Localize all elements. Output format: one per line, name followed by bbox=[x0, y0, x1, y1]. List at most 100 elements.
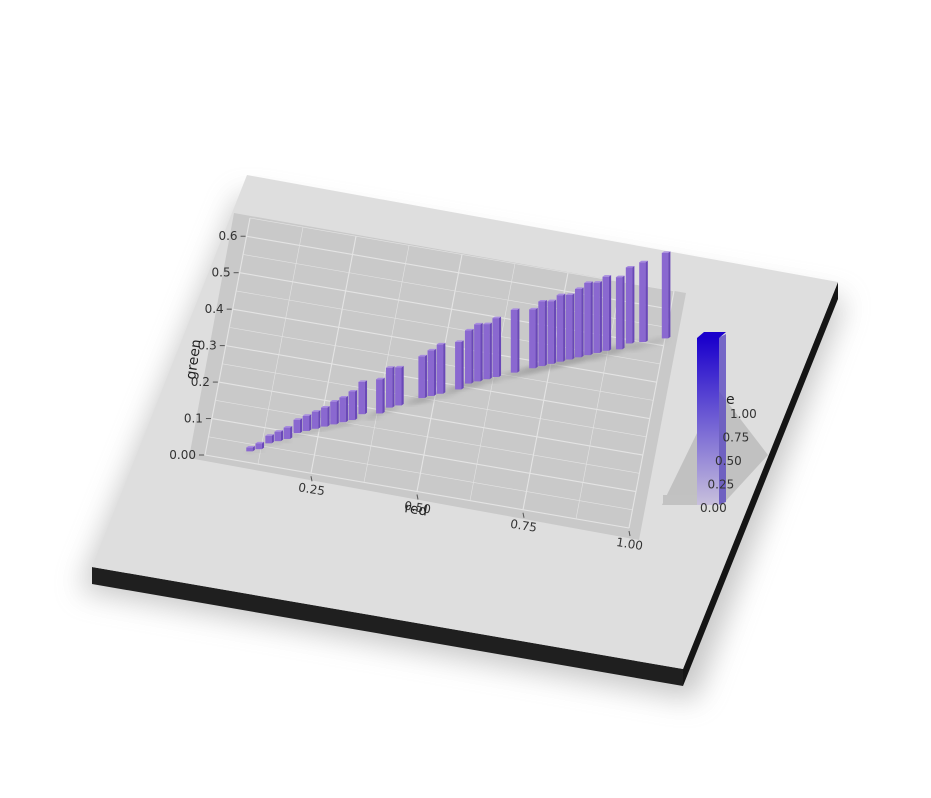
legend-tick-label: 0.50 bbox=[715, 454, 742, 468]
y-axis-ticks: 0.00 0.1 0.2 0.3 0.4 0.5 0.6 bbox=[169, 229, 246, 462]
bar-front bbox=[556, 295, 564, 362]
bar bbox=[418, 354, 427, 399]
bar-top bbox=[339, 395, 348, 398]
bar-front bbox=[293, 419, 300, 434]
bar bbox=[639, 260, 648, 343]
legend-ticks: 0.00 0.25 0.50 0.75 1.00 bbox=[700, 407, 757, 515]
bar-front bbox=[321, 407, 328, 427]
bar bbox=[602, 275, 612, 351]
bar bbox=[376, 377, 385, 414]
bar bbox=[575, 287, 584, 358]
x-tick-mark bbox=[416, 494, 419, 500]
bar bbox=[321, 406, 330, 427]
bar bbox=[565, 293, 575, 360]
legend-tick-label: 0.75 bbox=[723, 431, 750, 445]
bar-top bbox=[255, 441, 265, 444]
bar-side bbox=[581, 287, 584, 358]
bar-side bbox=[433, 348, 437, 396]
bar-top bbox=[483, 322, 492, 325]
bar-front bbox=[584, 282, 591, 356]
bar-top bbox=[602, 275, 612, 277]
bar-side bbox=[668, 251, 671, 339]
grid-line-x bbox=[469, 263, 516, 501]
bar-side bbox=[645, 260, 648, 343]
legend-tick-label: 0.25 bbox=[708, 478, 735, 492]
bar-front bbox=[661, 252, 669, 339]
bar-top bbox=[311, 410, 321, 412]
bar-shadow bbox=[254, 449, 264, 452]
bar bbox=[492, 316, 502, 378]
bar bbox=[255, 441, 265, 450]
bar-front bbox=[283, 427, 291, 439]
bar-side bbox=[299, 418, 303, 434]
bar bbox=[529, 307, 538, 369]
bar-side bbox=[309, 414, 312, 431]
bar-top bbox=[510, 308, 520, 310]
bar-front bbox=[255, 443, 262, 450]
bar-side bbox=[354, 389, 358, 421]
bar-shadow bbox=[362, 413, 383, 420]
bar bbox=[455, 340, 464, 390]
bar-front bbox=[311, 411, 319, 429]
bar bbox=[293, 418, 303, 434]
bar bbox=[246, 446, 255, 452]
bar-top bbox=[661, 251, 671, 253]
x-tick-mark bbox=[310, 476, 313, 482]
y-tick-label: 0.2 bbox=[191, 375, 210, 389]
bar bbox=[464, 328, 474, 384]
x-axis-title: red bbox=[403, 500, 428, 519]
bar bbox=[615, 275, 625, 350]
bar-top bbox=[358, 380, 368, 382]
grid-line-y bbox=[208, 436, 633, 511]
bar-side bbox=[261, 441, 265, 450]
bar-shadow bbox=[280, 438, 291, 443]
bar-front bbox=[483, 324, 490, 380]
x-tick-label: 1.00 bbox=[615, 535, 644, 553]
bar-top bbox=[436, 342, 446, 345]
bar-side bbox=[535, 307, 538, 369]
bar-top bbox=[302, 414, 312, 416]
bar-front bbox=[538, 301, 545, 367]
bar-front bbox=[358, 381, 365, 415]
bar bbox=[427, 348, 437, 396]
x-tick-mark bbox=[628, 530, 631, 537]
legend: e 0.00 0.25 0.50 0.75 1.00 bbox=[662, 332, 768, 515]
bar-top bbox=[492, 316, 502, 319]
bar-shadow bbox=[306, 428, 319, 433]
bar bbox=[547, 299, 557, 364]
y-tick-label: 0.1 bbox=[184, 412, 203, 426]
plate-edge-front bbox=[92, 567, 683, 686]
bar bbox=[661, 251, 671, 339]
x-tick-mark bbox=[522, 512, 525, 518]
bar-top bbox=[330, 400, 339, 402]
bar-top bbox=[246, 446, 255, 448]
bar-top bbox=[547, 299, 557, 302]
bar-side bbox=[364, 380, 368, 415]
legend-base bbox=[663, 495, 697, 505]
bar-side bbox=[553, 299, 557, 364]
bar-front bbox=[455, 341, 462, 390]
bar-shadow bbox=[263, 443, 273, 447]
bar-top bbox=[274, 430, 284, 432]
grid-line-y bbox=[239, 272, 664, 347]
legend-title: e bbox=[726, 392, 735, 408]
bar-front bbox=[436, 344, 444, 394]
legend-tick-label: 1.00 bbox=[730, 407, 757, 421]
grid-line-y bbox=[222, 363, 647, 438]
bar-side bbox=[382, 377, 385, 414]
bar-top bbox=[584, 281, 593, 283]
bar-front bbox=[615, 277, 623, 350]
y-tick-label: 0.4 bbox=[205, 302, 224, 316]
bar-top bbox=[455, 340, 464, 342]
bar-side bbox=[424, 354, 427, 399]
bar-front bbox=[246, 447, 253, 452]
bar-top bbox=[418, 354, 427, 357]
bar-side bbox=[517, 308, 520, 373]
legend-color-bar bbox=[697, 338, 719, 505]
bar-top bbox=[283, 426, 293, 428]
bar bbox=[584, 281, 593, 356]
bar-front bbox=[330, 401, 337, 425]
bar-front bbox=[492, 318, 499, 378]
bar bbox=[358, 380, 368, 415]
